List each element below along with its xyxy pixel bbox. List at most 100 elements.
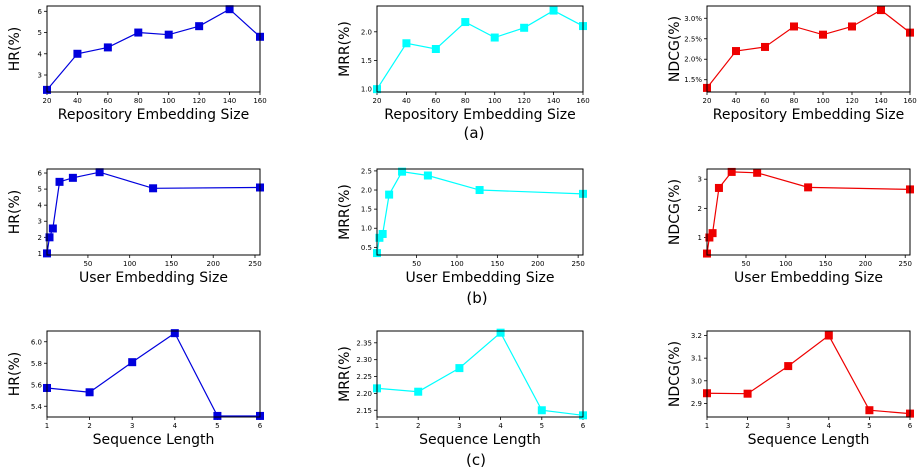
data-point	[55, 177, 64, 186]
x-tick-label: 40	[732, 97, 741, 105]
x-tick-label: 140	[547, 97, 560, 105]
x-tick-label: 140	[223, 97, 236, 105]
x-tick-label: 6	[258, 422, 263, 430]
x-tick-label: 2	[416, 422, 420, 430]
x-tick-label: 1	[705, 422, 709, 430]
y-tick-label: 0.5	[361, 244, 372, 252]
x-tick-label: 100	[450, 260, 463, 268]
x-tick-label: 5	[215, 422, 219, 430]
data-point	[848, 22, 856, 31]
x-tick-label: 50	[742, 260, 751, 268]
y-axis-label: HR(%)	[7, 352, 23, 396]
y-axis-label: NDCG(%)	[667, 179, 683, 245]
x-tick-label: 1	[375, 422, 379, 430]
subplot-4: 50 100 150 200 250 1 2 3 4 5 6 User Embedding Size H…	[7, 168, 264, 286]
plot-frame	[376, 5, 584, 93]
y-tick-label: 5.4	[31, 403, 43, 411]
plot-frame	[376, 330, 584, 418]
data-point	[128, 358, 137, 367]
x-axis-label: Repository Embedding Size	[384, 107, 576, 123]
y-tick-label: 2.5	[361, 167, 372, 175]
x-axis-label: User Embedding Size	[79, 270, 228, 286]
y-tick-label: 1	[38, 250, 42, 258]
plot-frame	[46, 168, 261, 256]
x-axis-label: Repository Embedding Size	[713, 107, 905, 123]
x-tick-label: 3	[457, 422, 461, 430]
y-tick-label: 5.8	[31, 360, 42, 368]
x-tick-label: 1	[45, 422, 49, 430]
y-axis-label: MRR(%)	[337, 346, 353, 402]
y-tick-label: 2.0	[361, 28, 372, 36]
plot-frame	[46, 330, 261, 418]
x-tick-label: 150	[491, 260, 504, 268]
x-tick-label: 20	[43, 97, 52, 105]
subplot-1: 20 40 60 80 100 120 140 160 3 4 5 6 Repository Embed…	[7, 5, 267, 123]
caption-b: (b)	[466, 289, 487, 307]
x-tick-label: 120	[192, 97, 205, 105]
y-axis-label: HR(%)	[7, 190, 23, 234]
y-tick-label: 2.0%	[684, 56, 702, 64]
x-tick-label: 250	[571, 260, 584, 268]
x-tick-label: 6	[908, 422, 913, 430]
y-axis-label: HR(%)	[7, 27, 23, 71]
y-tick-label: 5.6	[31, 381, 43, 389]
x-axis-label: User Embedding Size	[734, 270, 883, 286]
series-line	[376, 171, 584, 254]
data-point	[753, 168, 762, 177]
y-tick-label: 3	[698, 176, 702, 184]
x-tick-label: 200	[207, 260, 220, 268]
data-point	[520, 23, 529, 32]
subplot-5: 50 100 150 200 250 0.5 1.0 1.5 2.0 2.5 User Embedd…	[337, 167, 587, 286]
y-tick-label: 1.0	[361, 86, 372, 94]
plot-frame	[706, 330, 911, 418]
y-axis-label: NDCG(%)	[667, 341, 683, 407]
data-point	[68, 173, 77, 182]
x-tick-label: 40	[402, 97, 411, 105]
x-tick-label: 200	[531, 260, 544, 268]
series-line	[376, 9, 584, 90]
plot-frame	[706, 5, 911, 93]
x-axis-label: Repository Embedding Size	[58, 107, 250, 123]
data-point	[714, 183, 723, 192]
y-tick-label: 2.20	[356, 390, 372, 398]
y-tick-label: 6.0	[31, 338, 42, 346]
x-tick-label: 160	[253, 97, 266, 105]
data-point	[804, 183, 813, 192]
data-point	[865, 406, 874, 415]
x-axis-label: Sequence Length	[419, 432, 541, 448]
x-tick-label: 20	[373, 97, 382, 105]
data-point	[819, 30, 827, 39]
plot-frame	[706, 168, 911, 256]
x-tick-label: 4	[498, 422, 503, 430]
y-tick-label: 3	[38, 72, 42, 80]
y-tick-label: 2.15	[356, 407, 372, 415]
x-tick-label: 150	[165, 260, 178, 268]
series-line	[706, 334, 911, 415]
x-tick-label: 80	[461, 97, 470, 105]
data-point	[732, 47, 740, 56]
x-tick-label: 6	[581, 422, 586, 430]
x-tick-label: 160	[576, 97, 589, 105]
series-line	[376, 331, 584, 416]
x-tick-label: 2	[87, 422, 91, 430]
y-tick-label: 2.35	[356, 339, 372, 347]
data-point	[73, 49, 82, 58]
y-tick-label: 2.0	[361, 187, 372, 195]
y-tick-label: 3.1	[691, 355, 702, 363]
y-tick-label: 2	[698, 205, 702, 213]
series-line	[706, 9, 911, 89]
y-tick-label: 5	[38, 186, 42, 194]
data-point	[461, 18, 470, 27]
y-axis-label: MRR(%)	[337, 21, 353, 77]
data-point	[225, 5, 234, 14]
data-point	[45, 233, 54, 242]
x-tick-label: 4	[827, 422, 832, 430]
x-tick-label: 3	[786, 422, 790, 430]
data-point	[490, 33, 499, 42]
y-axis-label: MRR(%)	[337, 184, 353, 240]
data-point	[496, 328, 505, 337]
y-tick-label: 6	[38, 8, 43, 16]
y-tick-label: 3	[38, 218, 42, 226]
x-tick-label: 250	[899, 260, 912, 268]
